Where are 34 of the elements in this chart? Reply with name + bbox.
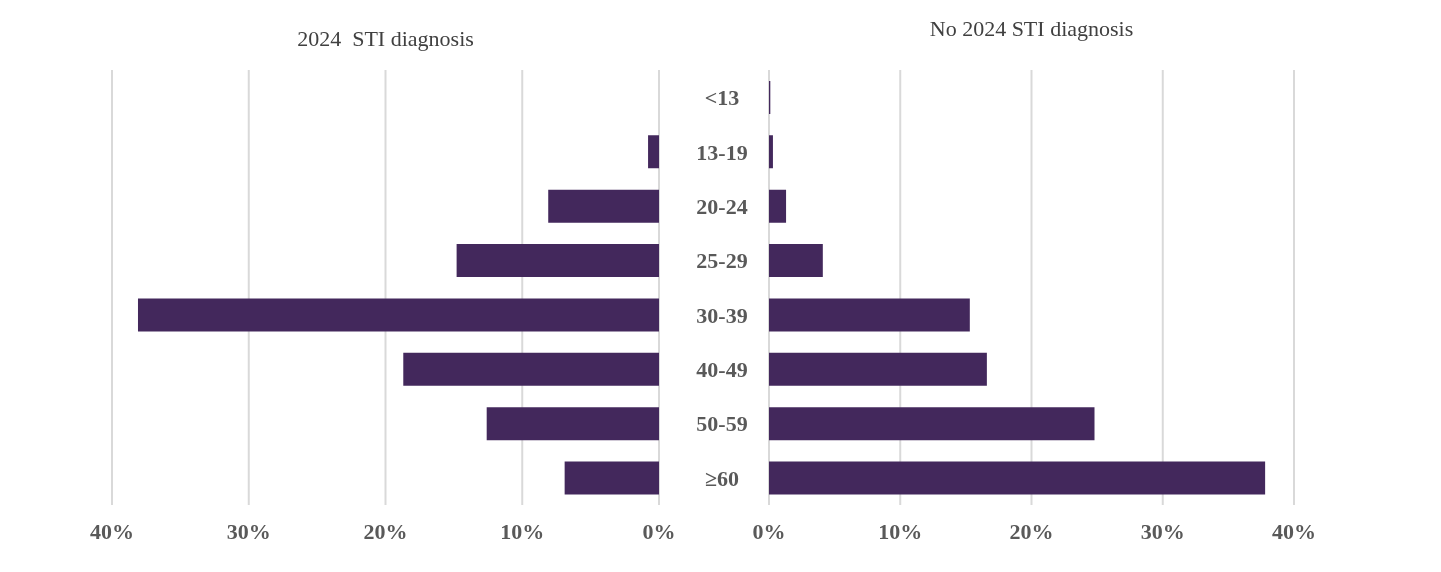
bar <box>769 135 773 169</box>
x-tick-label: 20% <box>363 518 408 544</box>
x-tick-label: 20% <box>1009 518 1054 544</box>
y-tick-label: 20-24 <box>696 193 748 219</box>
bar <box>648 135 659 169</box>
x-tick-label: 10% <box>878 518 923 544</box>
bar <box>564 461 659 495</box>
y-tick-label: ≥60 <box>704 465 740 491</box>
bar <box>486 407 659 441</box>
y-tick-label: 50-59 <box>696 411 748 437</box>
y-tick-label: <13 <box>704 85 740 111</box>
y-tick-label: 40-49 <box>696 357 748 383</box>
chart-title: 2024 STI diagnosis <box>296 26 475 52</box>
x-tick-label: 40% <box>1272 518 1316 544</box>
x-tick-label: 10% <box>500 518 545 544</box>
bar <box>548 189 659 223</box>
y-tick-label: 30-39 <box>696 302 748 328</box>
x-tick-label: 30% <box>226 518 271 544</box>
chart-title: No 2024 STI diagnosis <box>928 16 1135 42</box>
bar <box>769 352 987 386</box>
x-tick-label: 30% <box>1140 518 1185 544</box>
bar <box>769 298 970 332</box>
x-tick-label: 40% <box>90 518 134 544</box>
y-tick-label: 25-29 <box>696 248 748 274</box>
bar <box>137 298 659 332</box>
bar <box>456 244 659 277</box>
bar <box>403 352 659 386</box>
y-tick-label: 13-19 <box>696 139 748 165</box>
x-tick-label: 0% <box>642 518 676 544</box>
bar <box>769 407 1095 441</box>
bar <box>769 244 823 277</box>
x-tick-label: 0% <box>752 518 786 544</box>
bar <box>769 461 1266 495</box>
bar <box>769 189 787 223</box>
